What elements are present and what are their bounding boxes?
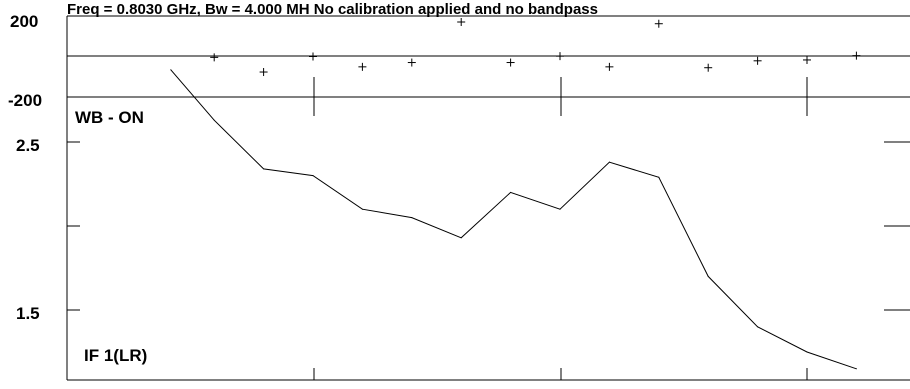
- phase-panel: 200 -200: [8, 12, 910, 116]
- phase-point: [556, 52, 564, 61]
- phase-point: [210, 53, 219, 62]
- amplitude-point: [757, 326, 759, 328]
- amplitude-point: [460, 237, 462, 239]
- amplitude-point: [707, 275, 709, 277]
- amplitude-point: [361, 208, 363, 210]
- wb-on-label: WB - ON: [75, 108, 144, 127]
- amplitude-point: [806, 351, 808, 353]
- phase-point: [704, 63, 713, 72]
- phase-ytick-label-bottom: -200: [8, 91, 42, 110]
- phase-point: [309, 52, 317, 61]
- amplitude-point: [855, 368, 857, 370]
- amplitude-point: [658, 176, 660, 178]
- phase-point: [457, 18, 466, 26]
- phase-point: [852, 51, 861, 60]
- amplitude-point: [263, 168, 265, 170]
- amplitude-line: [170, 69, 857, 370]
- chart-header: Freq = 0.8030 GHz, Bw = 4.000 MH No cali…: [67, 1, 598, 18]
- amplitude-series: [170, 69, 857, 370]
- amplitude-point: [411, 217, 413, 219]
- amplitude-point: [213, 119, 215, 121]
- phase-point: [407, 58, 416, 67]
- phase-point: [358, 62, 367, 71]
- phase-point: [753, 56, 762, 65]
- amp-ytick-label-top: 2.5: [16, 136, 40, 155]
- amplitude-panel: 2.5 1.5 WB - ON IF 1(LR): [16, 69, 910, 381]
- amplitude-point: [559, 208, 561, 210]
- phase-points: [210, 18, 861, 77]
- amplitude-point: [608, 161, 610, 163]
- phase-point: [654, 19, 663, 28]
- phase-point: [259, 68, 268, 77]
- phase-point: [506, 58, 515, 67]
- if-label: IF 1(LR): [84, 346, 147, 365]
- phase-point: [605, 62, 614, 71]
- amplitude-point: [312, 175, 314, 177]
- amplitude-point: [510, 191, 512, 193]
- phase-ytick-label-top: 200: [10, 12, 38, 31]
- phase-point: [803, 55, 811, 64]
- amplitude-point: [170, 69, 172, 71]
- amp-ytick-label-bottom: 1.5: [16, 304, 40, 323]
